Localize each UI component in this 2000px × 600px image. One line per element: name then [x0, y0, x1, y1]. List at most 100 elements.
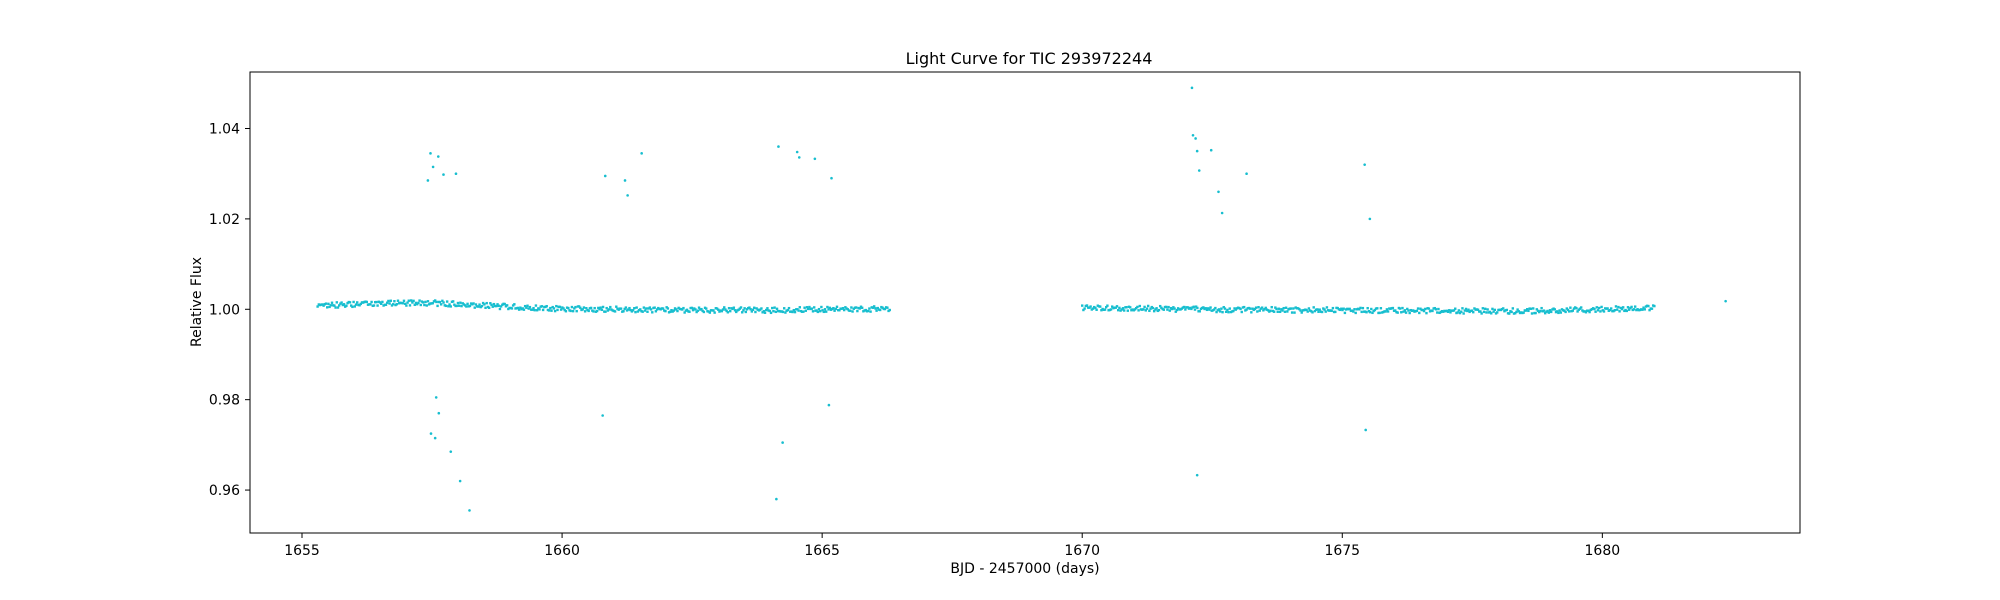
data-point-seg-2 — [1376, 307, 1379, 310]
data-point-seg-1 — [643, 309, 647, 312]
data-point-seg-2 — [1488, 310, 1492, 314]
data-point-seg-1 — [787, 306, 791, 310]
chart-title: Light Curve for TIC 293972244 — [906, 49, 1153, 68]
data-point-seg-1 — [743, 307, 746, 310]
data-point-seg-2 — [1415, 309, 1419, 313]
data-point-seg-2 — [1536, 309, 1540, 313]
data-point-seg-2 — [1286, 310, 1289, 313]
data-point-seg-1 — [775, 307, 779, 310]
data-point-seg-1 — [338, 304, 341, 307]
data-point-seg-1 — [682, 306, 685, 310]
data-point-seg-2 — [1095, 308, 1098, 311]
data-point-seg-1 — [816, 310, 819, 314]
data-point-seg-2 — [1215, 310, 1218, 314]
data-point-seg-2 — [1280, 308, 1283, 311]
data-point-seg-1 — [832, 306, 835, 310]
data-point-seg-2 — [1527, 309, 1530, 313]
data-point-seg-1 — [796, 308, 799, 311]
data-point-seg-1 — [425, 304, 428, 307]
data-point-seg-1 — [628, 306, 631, 310]
data-point-seg-2 — [1406, 307, 1409, 311]
data-point-seg-2 — [1556, 310, 1559, 313]
data-point-seg-2 — [1479, 310, 1482, 313]
data-point-seg-1 — [593, 306, 596, 310]
data-point-seg-1 — [478, 303, 481, 306]
data-point-seg-1 — [552, 307, 556, 310]
data-point-seg-1 — [724, 308, 727, 311]
data-point-seg-1 — [871, 306, 875, 309]
data-point-seg-1 — [636, 310, 640, 313]
data-point-seg-1 — [713, 311, 716, 314]
data-point-seg-2 — [1402, 310, 1405, 313]
data-point-seg-1 — [483, 303, 486, 306]
data-point-seg-1 — [391, 303, 395, 306]
data-point-seg-2 — [1461, 307, 1464, 310]
data-point-seg-2 — [1334, 310, 1337, 314]
data-point-seg-2 — [1227, 311, 1230, 314]
data-point-seg-2 — [1142, 308, 1145, 311]
data-point-seg-1 — [846, 308, 849, 311]
data-point-seg-1 — [351, 305, 354, 309]
data-point-seg-2 — [1416, 307, 1420, 310]
data-point-seg-2 — [1365, 311, 1368, 314]
data-point-seg-2 — [1535, 308, 1539, 311]
data-point-seg-1 — [326, 306, 329, 309]
data-point-seg-1 — [748, 306, 751, 309]
data-point-seg-2 — [1217, 308, 1221, 311]
data-point-seg-2 — [1111, 305, 1114, 308]
data-point-seg-1 — [697, 306, 701, 309]
y-axis-label: Relative Flux — [189, 257, 205, 347]
data-point-seg-1 — [744, 310, 748, 314]
data-point-seg-1 — [791, 310, 794, 314]
data-point-seg-2 — [1400, 311, 1403, 314]
data-point-seg-1 — [653, 306, 656, 309]
data-point-seg-2 — [1283, 310, 1287, 313]
data-point-seg-2 — [1547, 311, 1551, 314]
data-point-seg-2 — [1476, 308, 1480, 311]
data-point-seg-1 — [365, 300, 368, 304]
data-point-seg-1 — [595, 309, 599, 313]
data-point-outlier — [1191, 133, 1195, 137]
data-point-seg-1 — [751, 308, 755, 311]
data-point-seg-1 — [675, 308, 678, 311]
data-point-seg-1 — [457, 304, 461, 307]
data-point-seg-1 — [431, 302, 434, 305]
data-point-outlier — [623, 179, 627, 182]
data-point-seg-1 — [402, 299, 406, 303]
data-point-seg-1 — [327, 302, 330, 306]
data-point-seg-2 — [1276, 310, 1279, 313]
data-point-seg-2 — [1082, 308, 1085, 312]
data-point-seg-1 — [622, 310, 625, 313]
data-point-seg-1 — [389, 299, 392, 302]
data-point-seg-2 — [1354, 311, 1357, 315]
data-point-seg-1 — [411, 301, 414, 304]
data-point-seg-2 — [1313, 309, 1317, 313]
data-point-outlier — [436, 155, 440, 158]
data-point-seg-1 — [695, 310, 698, 314]
data-point-seg-1 — [599, 306, 602, 309]
data-point-seg-1 — [587, 309, 590, 313]
data-point-seg-1 — [755, 307, 758, 310]
data-point-seg-2 — [1260, 306, 1264, 309]
data-point-seg-1 — [490, 303, 493, 307]
data-point-seg-2 — [1278, 310, 1282, 314]
data-point-seg-2 — [1482, 310, 1486, 314]
data-point-seg-2 — [1358, 308, 1361, 311]
data-point-seg-2 — [1641, 308, 1644, 311]
data-point-seg-1 — [601, 305, 605, 309]
data-point-seg-1 — [541, 308, 545, 312]
data-point-seg-2 — [1436, 311, 1439, 314]
data-point-seg-1 — [802, 310, 805, 313]
data-point-seg-1 — [742, 309, 745, 312]
data-point-seg-2 — [1602, 310, 1606, 313]
data-point-seg-2 — [1627, 308, 1631, 311]
data-point-seg-1 — [519, 306, 522, 309]
data-point-outlier — [454, 172, 458, 175]
data-point-seg-1 — [824, 310, 828, 313]
data-point-seg-1 — [631, 309, 635, 312]
data-point-seg-1 — [613, 310, 617, 313]
data-point-seg-2 — [1534, 311, 1537, 315]
data-point-seg-2 — [1320, 310, 1324, 314]
data-point-seg-2 — [1613, 309, 1616, 312]
data-point-seg-1 — [844, 306, 847, 309]
